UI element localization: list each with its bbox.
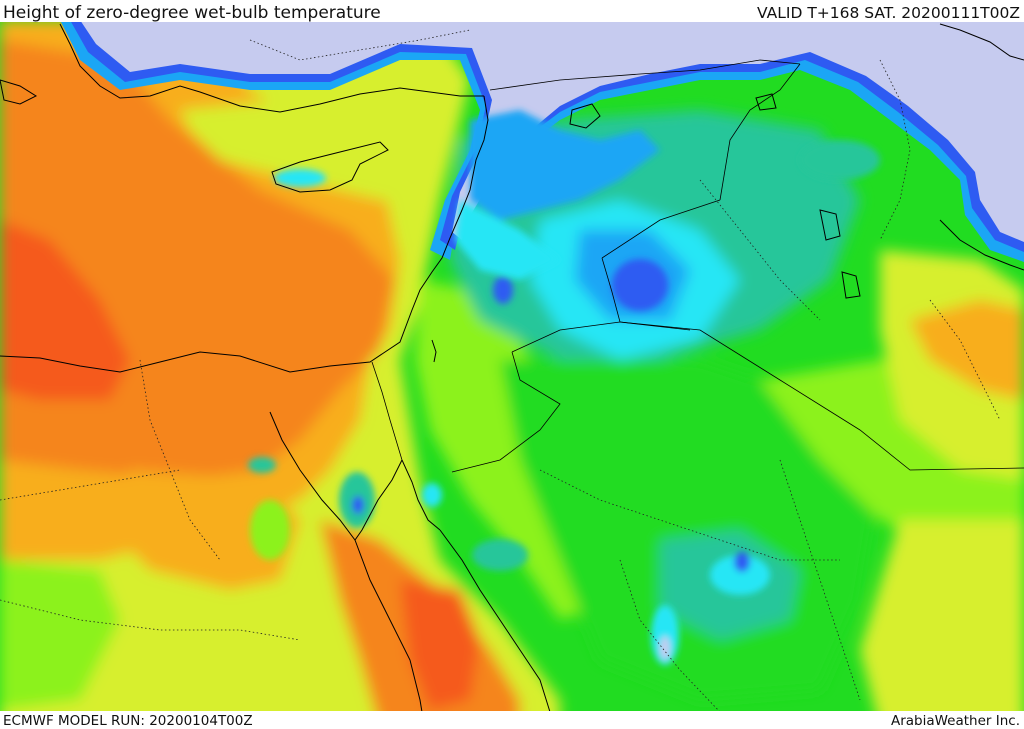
blob-blue-jordan (493, 276, 513, 304)
blob-cyan-aqaba (422, 483, 442, 507)
province-egypt-a (139, 359, 221, 561)
province-egypt-b (0, 469, 181, 501)
province-borders (0, 29, 1001, 713)
coast-gulf-east (939, 219, 1024, 271)
province-iraq (699, 179, 821, 321)
field-green-sudan (0, 560, 120, 710)
blob-cyan-cyprus (274, 169, 326, 187)
border-syria-iraq (601, 257, 691, 331)
field-red-red-sea (400, 580, 480, 710)
field-orange-gulf (910, 300, 1024, 400)
coast-lake-tharthar (819, 209, 841, 241)
blob-teal-egypt (248, 457, 276, 473)
valid-time: VALID T+168 SAT. 20200111T00Z (757, 4, 1020, 22)
cold-syria-band (455, 110, 660, 280)
field-lavender-north (80, 20, 1024, 242)
coast-red-sea-east (439, 529, 551, 713)
blob-lavender-south (660, 636, 670, 660)
coast-aegean-islands (0, 79, 38, 105)
band-lightblue-syria (470, 110, 660, 220)
province-turkey (249, 29, 471, 61)
band-cyan-syria (455, 200, 560, 280)
coastlines (0, 23, 1024, 713)
province-east (929, 299, 1001, 421)
coast-red-sea-west (354, 539, 423, 713)
border-iran-iraq (719, 63, 801, 201)
cold-north-region (60, 20, 1024, 262)
coast-gulf-of-aqaba (401, 459, 441, 531)
blob-teal-arabia-w (472, 539, 528, 571)
coast-turkey-south (59, 23, 484, 113)
coast-dead-sea (431, 339, 437, 363)
coast-cyprus (271, 141, 389, 193)
edge-blue-north (70, 20, 1024, 252)
field-orange-south-sinai (100, 470, 300, 590)
blob-blue-south (734, 552, 750, 572)
credit-text: ArabiaWeather Inc. (890, 713, 1020, 729)
field-yellow-southeast (860, 520, 1024, 729)
border-jordan-syria (511, 321, 621, 353)
map-footer: ECMWF MODEL RUN: 20200104T00Z ArabiaWeat… (0, 711, 1024, 729)
map-header: Height of zero-degree wet-bulb temperatu… (0, 0, 1024, 23)
coast-lake-iraq-south (841, 271, 861, 299)
border-iraq-saudi (619, 321, 1024, 471)
coast-lake-van (569, 103, 601, 129)
border-egypt-israel (371, 361, 403, 461)
province-saudi-b (619, 559, 721, 713)
map-title: Height of zero-degree wet-bulb temperatu… (3, 3, 381, 23)
coast-black-sea-edge (939, 23, 1024, 61)
border-jordan-saudi (451, 351, 561, 473)
field-detail-layer (248, 140, 880, 665)
blob-cyan-south-a (710, 555, 770, 595)
border-syria-iraq-n (601, 199, 721, 259)
border-turkey-syria (489, 59, 801, 91)
blob-blue-sinai (352, 496, 364, 514)
field-yellow-cyprus-band (180, 100, 430, 200)
field-redorange-west (0, 220, 130, 400)
country-borders (371, 59, 1024, 473)
blob-teal-east (800, 140, 880, 180)
coast-caspian-lake-urmia (755, 93, 777, 111)
coast-egypt-levant (0, 95, 489, 373)
blob-cyan-south-b (651, 605, 679, 665)
field-fill-layer (0, 20, 1024, 729)
model-run: ECMWF MODEL RUN: 20200104T00Z (3, 713, 253, 729)
blob-green-egypt-s (250, 500, 290, 560)
blob-blue-iraq (612, 259, 668, 311)
coast-gulf-of-suez (269, 411, 403, 541)
